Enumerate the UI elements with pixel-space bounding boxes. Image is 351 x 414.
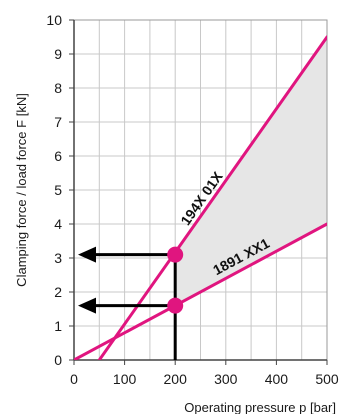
x-tick-labels: 0 100 200 300 400 500 bbox=[70, 371, 339, 387]
y-tick-label: 5 bbox=[54, 182, 62, 198]
x-tick-label: 100 bbox=[113, 371, 137, 387]
x-axis-label: Operating pressure p [bar] bbox=[184, 400, 336, 414]
x-tick-label: 500 bbox=[315, 371, 339, 387]
y-tick-label: 4 bbox=[54, 216, 62, 232]
y-tick-label: 7 bbox=[54, 114, 62, 130]
y-tick-label: 2 bbox=[54, 284, 62, 300]
shaded-area bbox=[175, 37, 327, 306]
operating-point-marker bbox=[167, 246, 184, 263]
y-tick-label: 9 bbox=[54, 46, 62, 62]
y-tick-label: 3 bbox=[54, 250, 62, 266]
operating-point-marker bbox=[167, 297, 184, 314]
y-tick-label: 0 bbox=[54, 352, 62, 368]
x-tick-label: 300 bbox=[214, 371, 238, 387]
arrow-head bbox=[78, 297, 96, 314]
shaded-region bbox=[175, 37, 327, 306]
y-axis-label: Clamping force / load force F [kN] bbox=[14, 93, 29, 287]
x-tick-label: 0 bbox=[70, 371, 78, 387]
markers bbox=[167, 246, 184, 314]
y-tick-label: 8 bbox=[54, 80, 62, 96]
y-tick-label: 1 bbox=[54, 318, 62, 334]
plot-frame bbox=[69, 19, 328, 365]
y-tick-labels: 0 1 2 3 4 5 6 7 8 9 10 bbox=[46, 12, 62, 368]
series-line bbox=[74, 222, 327, 360]
reading-guides bbox=[78, 246, 177, 360]
x-tick-label: 400 bbox=[265, 371, 289, 387]
x-tick-label: 200 bbox=[164, 371, 188, 387]
y-tick-label: 10 bbox=[46, 12, 62, 28]
y-tick-label: 6 bbox=[54, 148, 62, 164]
arrow-head bbox=[78, 246, 96, 263]
